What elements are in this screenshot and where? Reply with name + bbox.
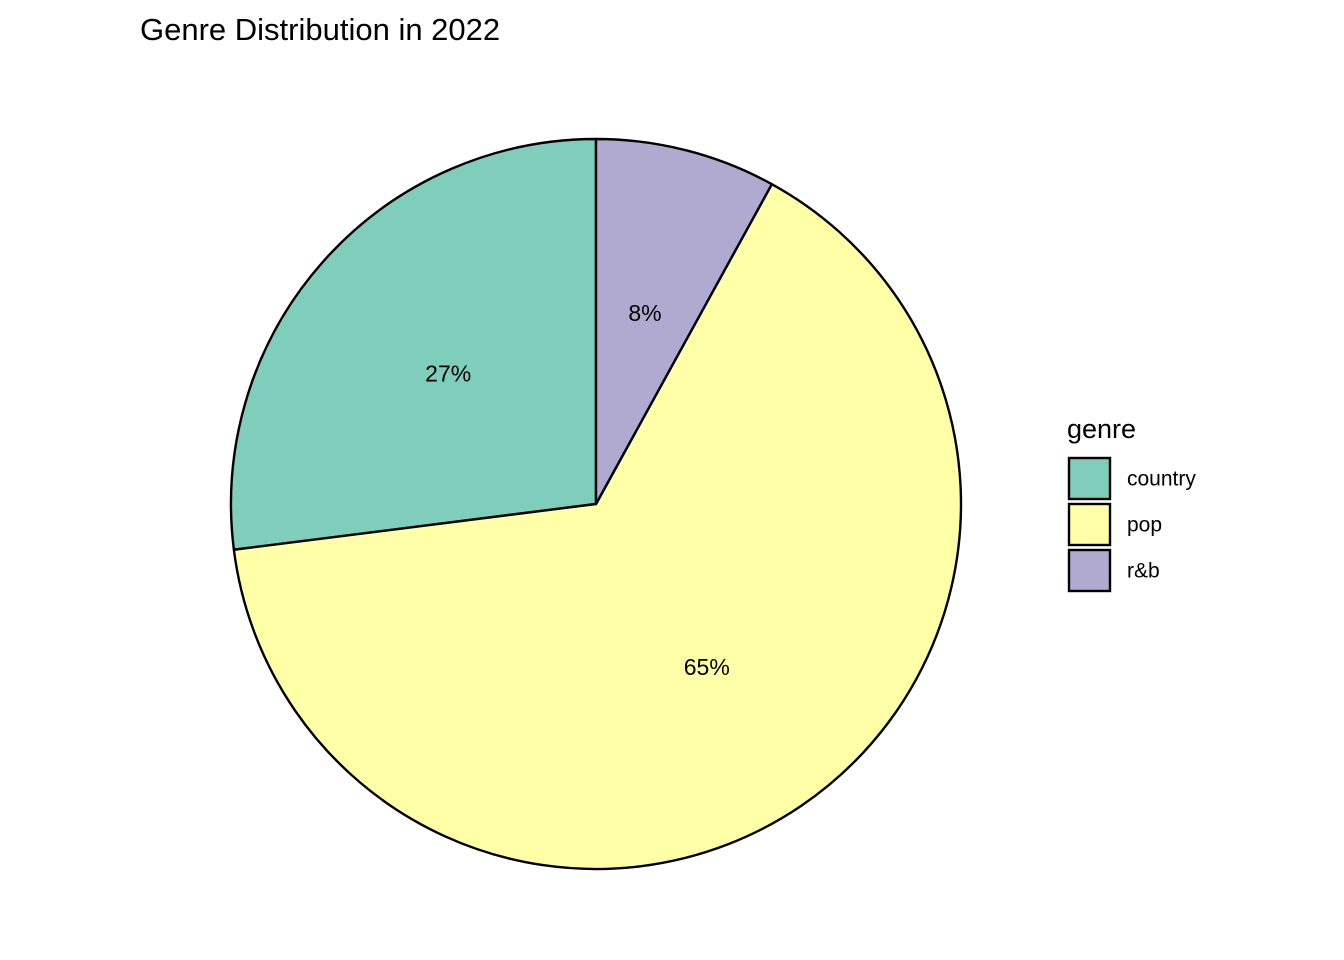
pie-slices [229, 137, 963, 871]
pie-slice-pop [232, 182, 963, 871]
slice-label-r-b: 8% [628, 300, 661, 326]
legend-swatch-pop [1067, 502, 1112, 547]
pie-slice-country [229, 137, 598, 551]
slice-label-pop: 65% [684, 654, 730, 680]
legend-title: genre [1067, 414, 1136, 444]
legend: genre country pop r&b [1067, 414, 1196, 593]
slice-labels: 27% 65% 8% [425, 300, 730, 680]
legend-label-r-b: r&b [1127, 560, 1160, 583]
legend-label-pop: pop [1127, 514, 1162, 537]
chart-title: Genre Distribution in 2022 [140, 12, 500, 47]
slice-label-country: 27% [425, 361, 471, 387]
legend-items: country pop r&b [1067, 456, 1196, 593]
legend-swatch-country [1067, 456, 1112, 501]
pie-slice-r-b [594, 137, 774, 506]
legend-swatch-r-b [1067, 548, 1112, 593]
legend-label-country: country [1127, 468, 1196, 491]
